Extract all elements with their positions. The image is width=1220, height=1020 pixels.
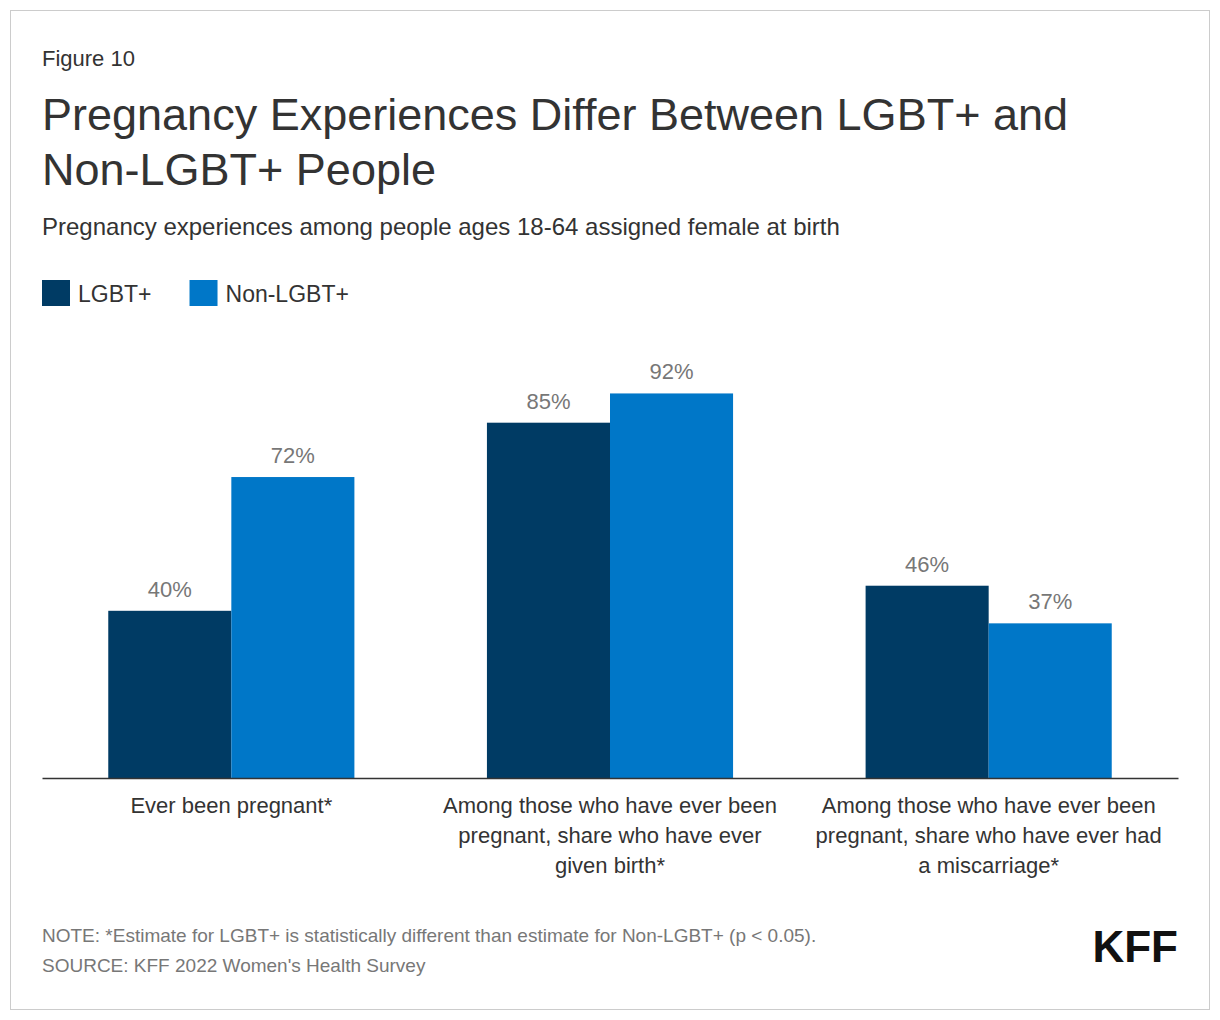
tick: Among those who have ever been pregnant, … <box>816 793 1162 878</box>
data-label: 40% <box>148 577 192 602</box>
data-label: 92% <box>650 359 694 384</box>
text-line: Among those who have ever been <box>822 793 1156 818</box>
bar <box>989 623 1112 778</box>
logo: KFF <box>1092 922 1178 971</box>
tick: Ever been pregnant* <box>130 793 332 818</box>
text-line: Among those who have ever been <box>443 793 777 818</box>
bar <box>866 586 989 778</box>
data-label: 37% <box>1028 589 1072 614</box>
source: SOURCE: KFF 2022 Women's Health Survey <box>42 955 426 976</box>
chart: Figure 10 Pregnancy Experiences Differ Be… <box>0 0 1220 1020</box>
title: Pregnancy Experiences Differ Between LGB… <box>42 89 1068 195</box>
text-line: Ever been pregnant* <box>130 793 332 818</box>
legend-label: Non-LGBT+ <box>226 281 349 307</box>
text-line: pregnant, share who have ever <box>458 823 761 848</box>
axis-line <box>43 778 1179 780</box>
frame <box>11 11 1210 1010</box>
bar <box>108 611 231 778</box>
data-label: 85% <box>526 389 570 414</box>
bar <box>487 423 610 778</box>
tick-label: Among those who have ever been pregnant, … <box>443 793 777 878</box>
bar <box>610 393 733 778</box>
text-line: Non-LGBT+ People <box>42 144 436 195</box>
legend-swatch <box>42 280 70 306</box>
note: NOTE: *Estimate for LGBT+ is statistical… <box>42 925 816 946</box>
figure-label: Figure 10 <box>42 46 135 71</box>
text-line: Pregnancy Experiences Differ Between LGB… <box>42 89 1068 140</box>
data-labels: 40% 85% 46% 72% 92% 37% <box>148 359 1072 614</box>
subtitle: Pregnancy experiences among people ages … <box>42 213 840 240</box>
legend-swatch <box>190 280 218 306</box>
data-label: 46% <box>905 552 949 577</box>
tick: Among those who have ever been pregnant, … <box>443 793 777 878</box>
text-line: a miscarriage* <box>918 853 1059 878</box>
bar <box>231 477 354 778</box>
data-label: 72% <box>271 443 315 468</box>
tick-label: Ever been pregnant* <box>130 793 332 818</box>
tick-label: Among those who have ever been pregnant, … <box>816 793 1162 878</box>
text-line: pregnant, share who have ever had <box>816 823 1162 848</box>
legend-label: LGBT+ <box>78 281 152 307</box>
x-axis: Ever been pregnant* Among those who have … <box>43 779 1179 879</box>
legend: LGBT+ Non-LGBT+ <box>42 280 349 307</box>
text-line: given birth* <box>555 853 666 878</box>
bars <box>108 393 1111 778</box>
